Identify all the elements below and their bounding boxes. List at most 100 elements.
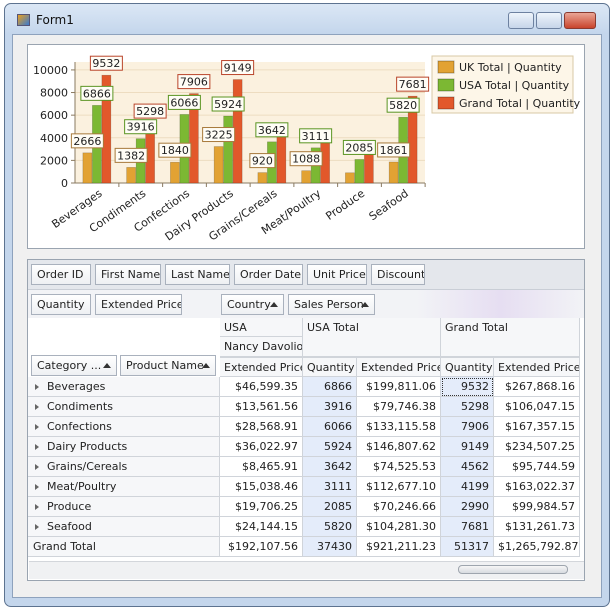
filter-field-button[interactable]: Order Date [234,264,303,285]
measure-header: Quantity [441,357,494,377]
scrollbar[interactable] [29,561,584,579]
row-header: Seafood [28,517,220,537]
data-cell: $146,807.62 [357,437,441,457]
column-field-button[interactable]: Sales Person [288,294,375,315]
legend-label: USA Total | Quantity [459,79,570,92]
scroll-thumb[interactable] [458,565,568,574]
data-label: 1382 [117,149,145,162]
column-header: Grand Total [441,318,580,357]
expand-button[interactable] [35,524,39,530]
data-cell: $70,246.66 [357,497,441,517]
data-field-button[interactable]: Extended Price [95,294,182,315]
filter-field-button[interactable]: Order ID [31,264,91,285]
filter-field-button[interactable]: Discount [371,264,425,285]
app-icon [17,14,30,26]
data-cell: 7906 [441,417,494,437]
data-cell: 6866 [303,377,357,397]
filter-field-button[interactable]: Last Name [165,264,230,285]
data-cell: $921,211.23 [357,537,441,557]
column-header: Nancy Davolio [220,337,303,357]
data-cell: 3916 [303,397,357,417]
data-cell: $234,507.25 [494,437,580,457]
data-label-box [177,74,211,90]
data-label-box [133,103,167,119]
maximize-button[interactable] [536,12,562,29]
row-field-button[interactable]: Product Name [120,355,216,376]
column-field-button[interactable]: Country [221,294,284,315]
data-label-box [158,142,192,158]
data-label-box [386,97,420,113]
data-cell: $74,525.53 [357,457,441,477]
data-label: 7681 [399,78,427,91]
expand-button[interactable] [35,384,39,390]
expand-button[interactable] [35,404,39,410]
data-cell: $131,261.73 [494,517,580,537]
data-label-box [377,142,411,158]
filter-field-button[interactable]: First Name [95,264,161,285]
data-cell: 51317 [441,537,494,557]
expand-button[interactable] [35,504,39,510]
bar [301,170,311,184]
data-label: 1861 [380,144,408,157]
row-header: Meat/Poultry [28,477,220,497]
data-label: 9532 [92,57,120,70]
row-header: Condiments [28,397,220,417]
data-label-box [299,128,333,144]
data-label: 6866 [83,87,111,100]
sort-indicator [202,363,210,368]
data-cell: $36,022.97 [220,437,303,457]
row-header: Dairy Products [28,437,220,457]
legend-swatch [437,60,455,74]
data-label-box [80,85,114,101]
data-cell: $163,022.37 [494,477,580,497]
data-cell: 3111 [303,477,357,497]
data-cell: $19,706.25 [220,497,303,517]
data-label-box [342,139,376,155]
data-label: 1840 [161,144,189,157]
row-field-button[interactable]: Category ... [31,355,117,376]
data-label: 1088 [292,153,320,166]
filter-field-button[interactable]: Unit Price [307,264,367,285]
data-cell: 2085 [303,497,357,517]
data-cell: $1,265,792.87 [494,537,580,557]
data-cell: $13,561.56 [220,397,303,417]
data-label-box [167,94,201,110]
legend-label: Grand Total | Quantity [459,97,581,110]
close-button[interactable] [564,12,596,29]
y-tick-label: 4000 [40,132,68,145]
bar [257,172,268,184]
column-header: USA Total [303,318,441,357]
bar [276,131,287,184]
data-cell: $95,744.59 [494,457,580,477]
data-cell: $15,038.46 [220,477,303,497]
data-cell: $267,868.16 [494,377,580,397]
expand-button[interactable] [35,444,39,450]
data-label: 6066 [170,96,198,109]
bar [345,172,355,184]
row-header: Beverages [28,377,220,397]
data-cell: $79,746.38 [357,397,441,417]
legend [431,55,574,114]
data-cell: $167,357.15 [494,417,580,437]
data-label-box [124,119,158,135]
window-title: Form1 [36,13,74,27]
minimize-button[interactable] [508,12,534,29]
x-tick-label: Seafood [367,187,411,223]
bar [126,167,136,184]
grand-total-header: Grand Total [28,537,220,557]
expand-button[interactable] [35,464,39,470]
data-label: 5820 [389,99,417,112]
y-tick-label: 8000 [40,87,68,100]
data-cell: $99,984.57 [494,497,580,517]
data-cell: $28,568.91 [220,417,303,437]
bar [101,74,112,184]
data-field-button[interactable]: Quantity [31,294,91,315]
expand-button[interactable] [35,484,39,490]
expand-button[interactable] [35,424,39,430]
bar [407,95,418,184]
data-label: 920 [252,155,273,168]
row-header: Grains/Cereals [28,457,220,477]
measure-header: Extended Price [357,357,441,377]
